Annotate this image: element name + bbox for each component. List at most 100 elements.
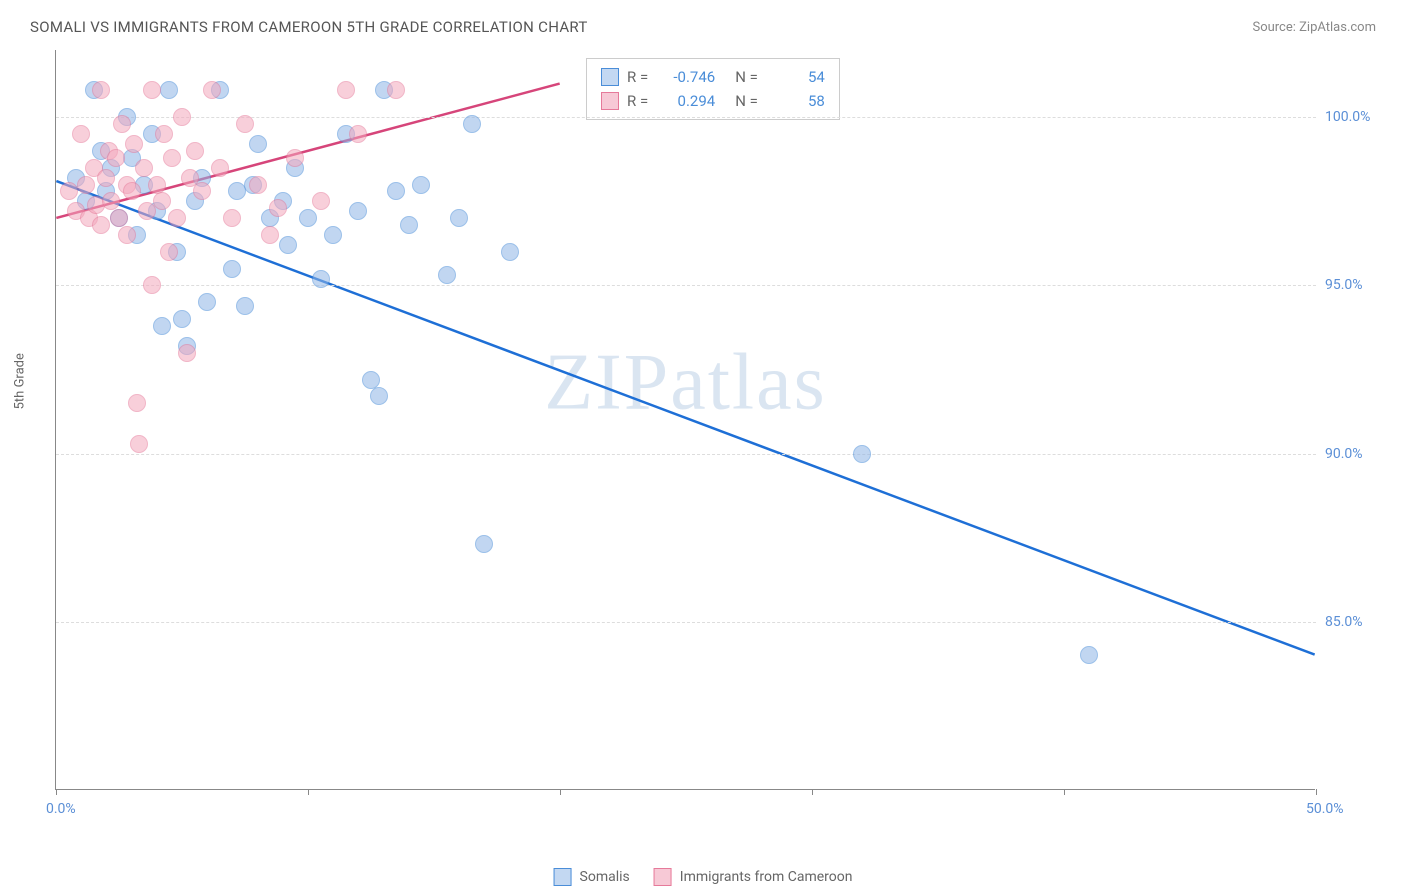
data-point: [286, 149, 304, 167]
data-point: [463, 115, 481, 133]
data-point: [77, 176, 95, 194]
n-value-somalis: 54: [770, 65, 825, 89]
data-point: [135, 159, 153, 177]
legend-row-somalis: R = -0.746 N = 54: [601, 65, 825, 89]
data-point: [163, 149, 181, 167]
gridline-h: [56, 622, 1316, 623]
data-point: [1080, 646, 1098, 664]
n-label: N =: [735, 89, 758, 113]
data-point: [261, 226, 279, 244]
data-point: [60, 182, 78, 200]
y-tick-label: 95.0%: [1325, 277, 1395, 293]
data-point: [72, 125, 90, 143]
y-axis-title: 5th Grade: [13, 353, 28, 409]
data-point: [153, 317, 171, 335]
data-point: [148, 176, 166, 194]
data-point: [337, 81, 355, 99]
chart-title: SOMALI VS IMMIGRANTS FROM CAMEROON 5TH G…: [30, 18, 588, 36]
data-point: [173, 310, 191, 328]
data-point: [125, 135, 143, 153]
swatch-blue-icon: [554, 868, 572, 886]
data-point: [160, 81, 178, 99]
data-point: [113, 115, 131, 133]
data-point: [349, 202, 367, 220]
y-tick-label: 100.0%: [1325, 109, 1395, 125]
r-value-cameroon: 0.294: [660, 89, 715, 113]
correlation-legend: R = -0.746 N = 54 R = 0.294 N = 58: [586, 58, 840, 120]
legend-row-cameroon: R = 0.294 N = 58: [601, 89, 825, 113]
data-point: [92, 216, 110, 234]
bottom-legend: Somalis Immigrants from Cameroon: [554, 868, 853, 886]
data-point: [143, 276, 161, 294]
swatch-blue-icon: [601, 68, 619, 86]
data-point: [249, 135, 267, 153]
y-tick-label: 85.0%: [1325, 614, 1395, 630]
data-point: [312, 192, 330, 210]
data-point: [324, 226, 342, 244]
data-point: [211, 159, 229, 177]
watermark: ZIPatlas: [544, 337, 827, 428]
source-label: Source: ZipAtlas.com: [1252, 20, 1376, 35]
data-point: [400, 216, 418, 234]
gridline-h: [56, 285, 1316, 286]
data-point: [193, 182, 211, 200]
x-tick: [560, 789, 561, 795]
data-point: [249, 176, 267, 194]
data-point: [107, 149, 125, 167]
data-point: [160, 243, 178, 261]
data-point: [387, 182, 405, 200]
data-point: [203, 81, 221, 99]
data-point: [155, 125, 173, 143]
data-point: [269, 199, 287, 217]
data-point: [130, 435, 148, 453]
y-tick-label: 90.0%: [1325, 446, 1395, 462]
data-point: [110, 209, 128, 227]
data-point: [153, 192, 171, 210]
data-point: [118, 226, 136, 244]
data-point: [198, 293, 216, 311]
r-label: R =: [627, 89, 648, 113]
x-tick: [56, 789, 57, 795]
x-tick: [812, 789, 813, 795]
n-value-cameroon: 58: [770, 89, 825, 113]
x-tick: [1064, 789, 1065, 795]
x-tick: [308, 789, 309, 795]
chart-header: SOMALI VS IMMIGRANTS FROM CAMEROON 5TH G…: [0, 0, 1406, 44]
swatch-pink-icon: [654, 868, 672, 886]
data-point: [362, 371, 380, 389]
swatch-pink-icon: [601, 92, 619, 110]
data-point: [450, 209, 468, 227]
x-tick-label: 50.0%: [1306, 801, 1344, 817]
data-point: [412, 176, 430, 194]
r-value-somalis: -0.746: [660, 65, 715, 89]
data-point: [186, 142, 204, 160]
data-point: [370, 387, 388, 405]
data-point: [312, 270, 330, 288]
legend-item-cameroon: Immigrants from Cameroon: [654, 868, 853, 886]
data-point: [173, 108, 191, 126]
data-point: [97, 169, 115, 187]
r-label: R =: [627, 65, 648, 89]
x-tick: [1316, 789, 1317, 795]
data-point: [475, 535, 493, 553]
trend-lines: [56, 50, 1315, 789]
data-point: [92, 81, 110, 99]
legend-label-somalis: Somalis: [580, 869, 630, 885]
data-point: [236, 115, 254, 133]
data-point: [123, 182, 141, 200]
data-point: [438, 266, 456, 284]
data-point: [299, 209, 317, 227]
n-label: N =: [735, 65, 758, 89]
data-point: [501, 243, 519, 261]
legend-item-somalis: Somalis: [554, 868, 630, 886]
data-point: [279, 236, 297, 254]
plot-region: ZIPatlas R = -0.746 N = 54 R = 0.294 N =…: [55, 50, 1315, 790]
data-point: [387, 81, 405, 99]
data-point: [128, 394, 146, 412]
data-point: [168, 209, 186, 227]
data-point: [236, 297, 254, 315]
data-point: [349, 125, 367, 143]
data-point: [102, 192, 120, 210]
data-point: [143, 81, 161, 99]
data-point: [223, 209, 241, 227]
